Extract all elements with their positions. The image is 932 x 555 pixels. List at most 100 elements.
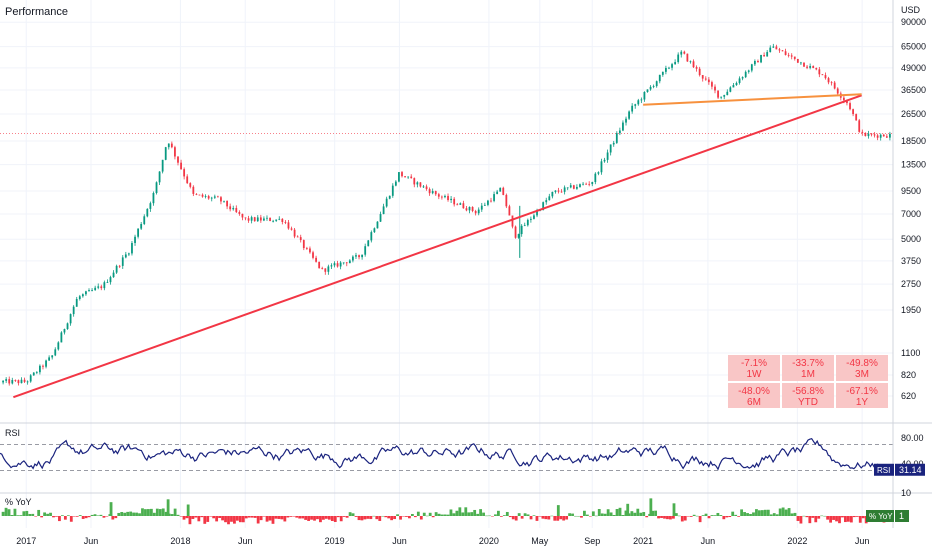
candle-body (100, 286, 103, 289)
candle-body (39, 365, 41, 373)
yoy-label: % YoY (5, 497, 32, 507)
candle-body (885, 136, 888, 138)
yoy-bar (40, 516, 44, 518)
candle-body (517, 234, 520, 238)
candle-body (554, 190, 557, 192)
yoy-bar (301, 516, 305, 519)
rsi-panel[interactable] (0, 438, 893, 471)
yoy-bar (141, 508, 144, 516)
candle-body (809, 66, 812, 68)
candle-body (158, 171, 161, 183)
candle-body (425, 186, 428, 190)
candle-body (824, 75, 827, 79)
yoy-bar (345, 516, 349, 518)
yoy-bar (348, 512, 352, 516)
yoy-bar (280, 516, 284, 520)
candle-body (146, 208, 149, 217)
yoy-bar (749, 513, 752, 516)
candle-body (695, 67, 698, 69)
yoy-bar (96, 515, 100, 516)
y-tick-label: 26500 (901, 109, 926, 119)
candle-body (269, 217, 271, 221)
candle-body (821, 74, 824, 76)
candle-body (161, 159, 164, 172)
yoy-bar (185, 516, 189, 519)
candle-body (744, 71, 747, 78)
candle-body (815, 68, 818, 70)
yoy-bar (186, 504, 190, 516)
yoy-bar (241, 516, 245, 523)
candle-body (195, 193, 198, 195)
yoy-bar (796, 516, 800, 521)
yoy-bar (671, 516, 675, 519)
performance-value: -49.8% (846, 358, 878, 369)
candle-body (760, 55, 762, 63)
performance-cell: -48.0% 6M (728, 382, 780, 408)
candle-body (640, 99, 643, 101)
yoy-bar (152, 512, 156, 516)
x-tick-label: 2022 (787, 536, 807, 546)
yoy-bar (585, 514, 589, 516)
yoy-panel[interactable] (1, 498, 892, 525)
performance-cell: -33.7% 1M (782, 355, 834, 381)
yoy-bar (835, 516, 838, 522)
candle-body (557, 190, 560, 192)
yoy-bar (728, 516, 732, 518)
candle-body (502, 187, 505, 195)
candle-body (806, 66, 808, 68)
candle-body (612, 142, 615, 145)
candle-body (376, 221, 379, 229)
yoy-bar (132, 512, 135, 516)
candle-body (14, 379, 17, 381)
yoy-bar (262, 516, 266, 517)
candle-body (167, 143, 170, 148)
yoy-bar (327, 516, 331, 520)
candle-body (382, 206, 385, 215)
yoy-bar (138, 513, 141, 516)
performance-value: -7.1% (740, 358, 768, 369)
candle-body (459, 203, 462, 205)
candle-body (287, 222, 290, 229)
candle-body (689, 61, 692, 63)
yoy-bar (669, 516, 672, 520)
candle-body (686, 53, 689, 62)
trendline-secondary (643, 93, 862, 106)
candle-body (582, 183, 584, 185)
yoy-bar (384, 516, 388, 518)
yoy-bar (52, 516, 55, 518)
yoy-bar (87, 516, 91, 518)
yoy-bar (508, 516, 512, 518)
yoy-bar (224, 516, 227, 523)
yoy-bar (235, 516, 239, 521)
yoy-bar (265, 516, 269, 522)
yoy-bar (674, 513, 678, 516)
candle-body (864, 132, 867, 137)
performance-table: -7.1% 1W -33.7% 1M -49.8% 3M -48.0% 6M -56.8% YTD… (728, 355, 888, 408)
candle-body (327, 266, 330, 272)
candle-body (35, 372, 38, 374)
yoy-bar (78, 515, 82, 516)
yoy-bar (375, 516, 379, 520)
candle-body (373, 228, 376, 233)
candle-body (572, 185, 575, 189)
rsi-line (0, 438, 881, 471)
candle-body (355, 255, 357, 257)
candle-body (701, 75, 704, 79)
yoy-bar (657, 516, 660, 519)
candle-body (631, 105, 634, 112)
candle-body (490, 200, 492, 202)
candle-body (8, 379, 11, 384)
yoy-bar (390, 516, 394, 521)
candle-body (404, 176, 406, 178)
candle-body (11, 379, 14, 384)
candle-body (803, 62, 805, 67)
candle-body (256, 217, 259, 222)
yoy-bar (781, 507, 785, 516)
candle-body (266, 217, 268, 219)
candle-body (118, 265, 121, 267)
candle-body (440, 196, 443, 198)
yoy-bar (61, 515, 64, 516)
price-panel[interactable] (0, 43, 893, 399)
y-tick-label: 2750 (901, 279, 921, 289)
